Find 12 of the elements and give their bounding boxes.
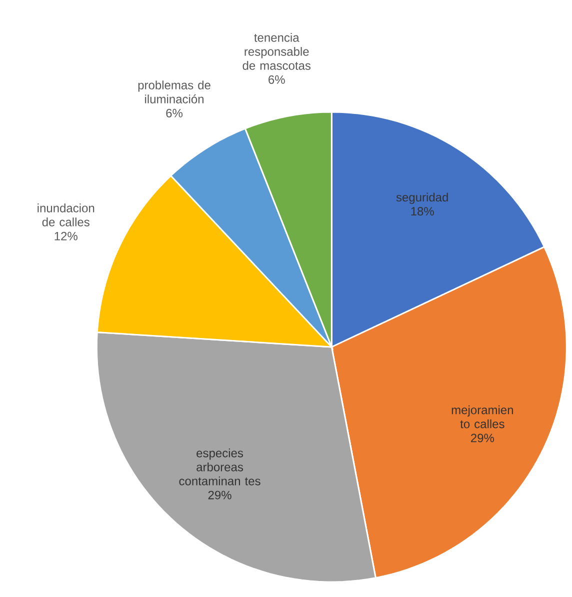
data-label: 12% bbox=[54, 232, 78, 240]
slice-label: seguridad bbox=[396, 192, 448, 204]
data-label: 29% bbox=[471, 434, 494, 442]
slice-label: mejoramien to calles bbox=[452, 405, 514, 428]
data-label: 6% bbox=[268, 75, 286, 84]
slice-label: problemas de iluminación bbox=[138, 80, 211, 104]
slice-label: especies arboreas contaminan tes bbox=[179, 448, 261, 486]
slice-label: inundacion de calles bbox=[38, 204, 94, 226]
data-label: 29% bbox=[208, 490, 232, 500]
data-label: 6% bbox=[166, 108, 183, 118]
slice-label: tenencia responsable de mascotas bbox=[242, 33, 311, 70]
data-label: 18% bbox=[411, 207, 434, 216]
